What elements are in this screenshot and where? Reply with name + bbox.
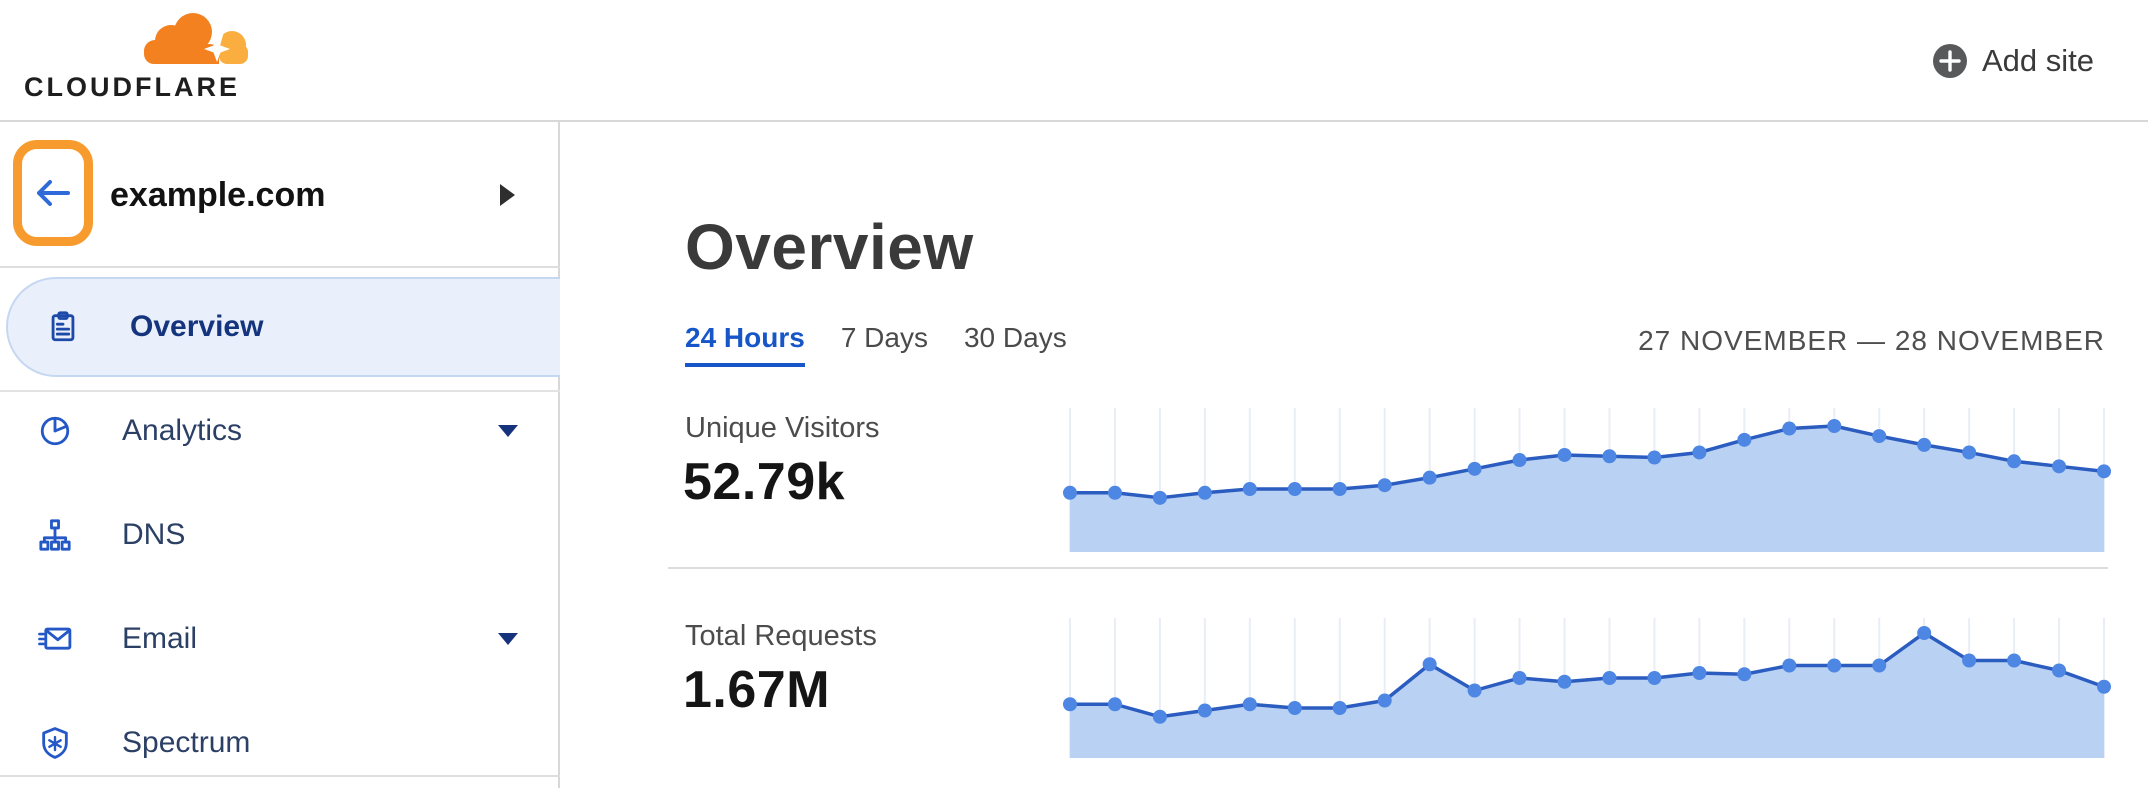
cloudflare-wordmark: CLOUDFLARE (24, 72, 240, 102)
sidebar-item-dns[interactable]: DNS (0, 493, 560, 577)
sidebar-item-email[interactable]: Email (0, 597, 560, 681)
chevron-down-icon (498, 425, 518, 437)
main-content: Overview 24 Hours 7 Days 30 Days 27 NOVE… (562, 122, 2148, 788)
unique-visitors-chart (1063, 408, 2111, 552)
clipboard-icon (51, 311, 75, 342)
sidebar-item-label: Spectrum (122, 726, 251, 759)
pie-chart-icon (40, 416, 70, 446)
metric-value-total-requests: 1.67M (683, 661, 831, 719)
sidebar-divider (0, 390, 560, 392)
arrow-left-icon (37, 180, 70, 206)
tab-30-days[interactable]: 30 Days (963, 322, 1067, 353)
shield-icon (42, 727, 68, 759)
metric-label-total-requests: Total Requests (685, 620, 877, 652)
date-range-label: 27 NOVEMBER — 28 NOVEMBER (1638, 325, 2105, 356)
cloudflare-cloud-icon (144, 13, 248, 68)
metric-label-unique-visitors: Unique Visitors (685, 412, 880, 444)
sidebar: example.com Overview Ana (0, 122, 560, 788)
chevron-right-icon[interactable] (500, 184, 515, 206)
time-range-tabs: 24 Hours 7 Days 30 Days (685, 322, 1067, 367)
sidebar-item-label: Analytics (122, 414, 243, 447)
plus-circle-icon (1932, 44, 1967, 78)
back-button[interactable] (22, 149, 84, 237)
tab-24-hours[interactable]: 24 Hours (685, 322, 805, 367)
section-divider (668, 567, 2108, 569)
tab-7-days[interactable]: 7 Days (840, 322, 928, 353)
dns-tree-icon (39, 519, 71, 551)
chevron-down-icon (498, 633, 518, 645)
sidebar-item-label: DNS (122, 518, 186, 551)
sidebar-item-label: Overview (130, 310, 264, 343)
sidebar-divider (0, 775, 560, 777)
total-requests-chart (1063, 618, 2111, 758)
metric-value-unique-visitors: 52.79k (683, 453, 846, 511)
site-name[interactable]: example.com (110, 175, 326, 214)
sidebar-item-analytics[interactable]: Analytics (0, 389, 560, 473)
sidebar-item-overview[interactable]: Overview (6, 277, 560, 377)
sidebar-item-label: Email (122, 622, 198, 655)
add-site-label: Add site (1981, 43, 2094, 78)
cloudflare-logo[interactable]: CLOUDFLARE (24, 6, 264, 118)
site-selector: example.com (0, 122, 560, 268)
annotation-highlight-box (13, 140, 93, 246)
page-title: Overview (685, 211, 974, 283)
add-site-button[interactable]: Add site (1932, 34, 2094, 88)
top-bar: CLOUDFLARE Add site (0, 0, 2148, 122)
sidebar-item-spectrum[interactable]: Spectrum (0, 701, 560, 785)
email-send-icon (38, 627, 72, 650)
